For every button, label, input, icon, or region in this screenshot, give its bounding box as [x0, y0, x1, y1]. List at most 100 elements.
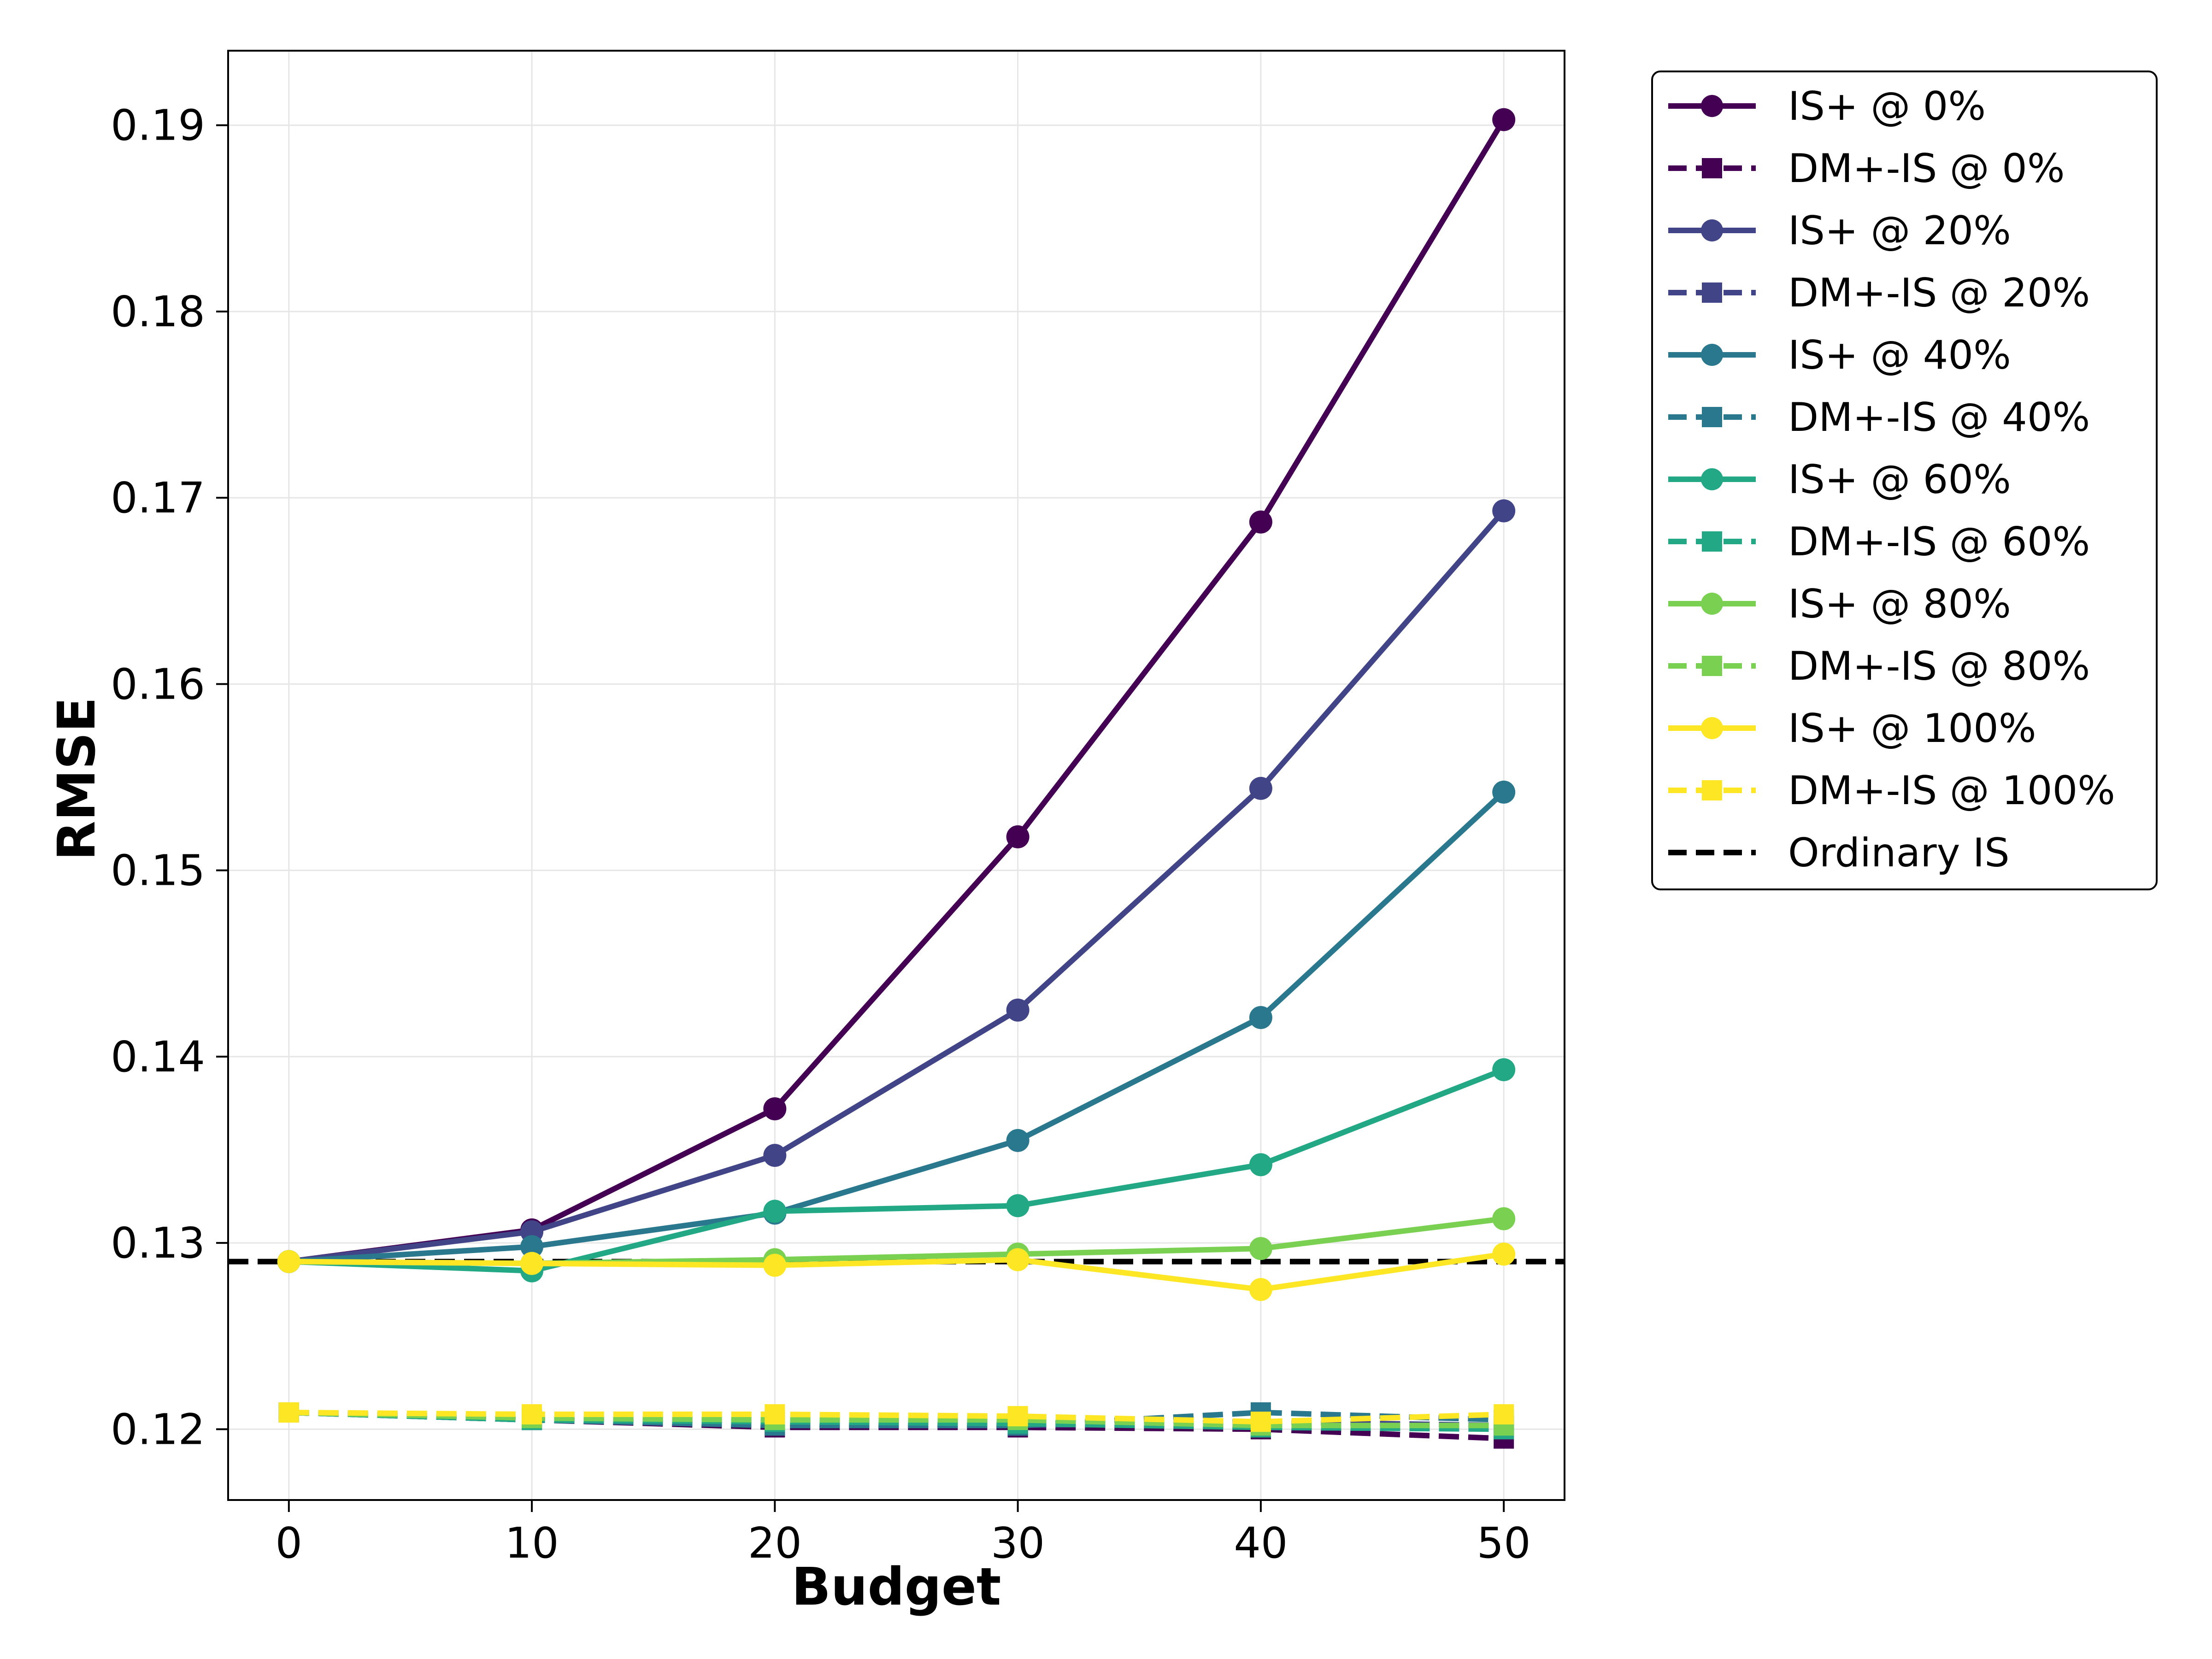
data-point-marker — [763, 1144, 787, 1167]
series-line — [288, 1251, 1505, 1293]
legend-marker — [1701, 593, 1723, 615]
data-point-marker — [763, 1200, 787, 1223]
series-10 — [277, 1242, 1516, 1301]
legend-marker — [1701, 344, 1723, 366]
legend-label: IS+ @ 40% — [1788, 332, 2011, 378]
legend-label: DM+-IS @ 60% — [1788, 519, 2090, 565]
legend-label: IS+ @ 100% — [1788, 706, 2036, 752]
series-11 — [278, 1402, 1514, 1432]
legend-label: IS+ @ 0% — [1788, 83, 1986, 129]
y-tick-label: 0.14 — [111, 1032, 205, 1082]
legend-marker — [1702, 158, 1722, 178]
data-point-marker — [1006, 998, 1030, 1022]
data-point-marker — [277, 1250, 300, 1273]
legend-entry: IS+ @ 20% — [1668, 208, 2011, 254]
data-point-marker — [763, 1253, 787, 1277]
data-point-marker — [520, 1252, 544, 1275]
data-point-marker — [522, 1404, 542, 1425]
x-tick-label: 20 — [748, 1518, 802, 1568]
series-layer — [277, 108, 1516, 1449]
y-tick-label: 0.15 — [111, 846, 205, 895]
data-point-marker — [1006, 1194, 1030, 1218]
legend-entry: DM+-IS @ 60% — [1668, 519, 2090, 565]
y-tick-label: 0.17 — [111, 473, 205, 523]
x-axis-title: Budget — [792, 1557, 1001, 1617]
series-line — [288, 1067, 1505, 1274]
legend-marker — [1702, 780, 1722, 800]
legend-marker — [1702, 407, 1722, 427]
y-tick-label: 0.13 — [111, 1218, 205, 1268]
x-tick-label: 30 — [991, 1518, 1045, 1568]
data-point-marker — [1249, 777, 1272, 800]
legend-marker — [1701, 95, 1723, 117]
series-line — [288, 790, 1506, 1265]
legend-label: DM+-IS @ 0% — [1788, 146, 2065, 192]
y-axis-title: RMSE — [47, 697, 107, 861]
data-point-marker — [1249, 1006, 1272, 1030]
series-line — [288, 1410, 1504, 1429]
data-point-marker — [1249, 1278, 1272, 1301]
legend-label: IS+ @ 80% — [1788, 581, 2011, 627]
data-point-marker — [1249, 510, 1272, 534]
data-point-marker — [1006, 825, 1030, 848]
data-point-marker — [1494, 1404, 1514, 1425]
legend-marker — [1701, 219, 1723, 241]
x-tick-label: 40 — [1234, 1518, 1288, 1568]
legend-entry: IS+ @ 60% — [1668, 457, 2011, 503]
axis-ticks: 0 10 20 30 40 50 0.12 0.13 0.14 0.15 0.16 0.17 0.18 0… — [111, 101, 1531, 1568]
legend-marker — [1702, 656, 1722, 676]
y-tick-label: 0.12 — [111, 1405, 205, 1454]
legend-entry: Ordinary IS — [1668, 830, 2010, 876]
x-tick-label: 50 — [1477, 1518, 1531, 1568]
legend-label: DM+-IS @ 20% — [1788, 270, 2090, 316]
series-line — [288, 1410, 1504, 1425]
legend-label: DM+-IS @ 80% — [1788, 643, 2090, 689]
y-tick-label: 0.18 — [111, 287, 205, 336]
legend-entry: IS+ @ 100% — [1668, 706, 2036, 752]
y-tick-label: 0.19 — [111, 101, 205, 150]
data-point-marker — [1249, 1153, 1272, 1177]
legend-entry: DM+-IS @ 80% — [1668, 643, 2090, 689]
data-point-marker — [1006, 1129, 1030, 1152]
data-point-marker — [1492, 780, 1516, 804]
legend-marker — [1701, 468, 1723, 490]
legend-label: IS+ @ 20% — [1788, 208, 2011, 254]
legend-label: DM+-IS @ 100% — [1788, 768, 2115, 814]
x-tick-label: 10 — [505, 1518, 559, 1568]
legend: IS+ @ 0% DM+-IS @ 0% IS+ @ 20% DM+-IS @ 20%… — [1651, 71, 2158, 890]
data-point-marker — [1250, 1412, 1271, 1432]
legend-label: IS+ @ 60% — [1788, 457, 2011, 503]
plot-area-frame — [227, 50, 1565, 1501]
legend-entry: DM+-IS @ 100% — [1668, 768, 2115, 814]
legend-entry: DM+-IS @ 40% — [1668, 394, 2090, 441]
legend-entry: DM+-IS @ 20% — [1668, 270, 2090, 316]
legend-marker — [1702, 531, 1722, 552]
legend-frame — [1651, 71, 2158, 890]
data-point-marker — [1492, 1242, 1516, 1266]
data-point-marker — [765, 1404, 785, 1425]
legend-entry: DM+-IS @ 0% — [1668, 146, 2065, 192]
legend-entry: IS+ @ 0% — [1668, 83, 1986, 129]
series-line — [288, 1410, 1504, 1429]
data-point-marker — [1492, 108, 1516, 131]
legend-label: Ordinary IS — [1788, 830, 2010, 876]
y-tick-label: 0.16 — [111, 659, 205, 709]
legend-entry: IS+ @ 80% — [1668, 581, 2011, 627]
data-point-marker — [1006, 1248, 1030, 1271]
legend-label: DM+-IS @ 40% — [1788, 394, 2090, 441]
data-point-marker — [278, 1402, 299, 1423]
data-point-marker — [1492, 1058, 1516, 1082]
legend-entry: IS+ @ 40% — [1668, 332, 2011, 378]
legend-items: IS+ @ 0% DM+-IS @ 0% IS+ @ 20% DM+-IS @ 20%… — [1668, 83, 2115, 876]
data-point-marker — [1249, 1237, 1272, 1260]
data-point-marker — [763, 1097, 787, 1121]
data-point-marker — [1007, 1406, 1028, 1427]
legend-marker — [1701, 717, 1723, 739]
data-point-marker — [1492, 1207, 1516, 1230]
data-point-marker — [520, 1235, 544, 1259]
data-point-marker — [1492, 499, 1516, 523]
series-4 — [277, 780, 1516, 1273]
legend-marker — [1702, 282, 1722, 303]
x-tick-label: 0 — [276, 1518, 303, 1568]
